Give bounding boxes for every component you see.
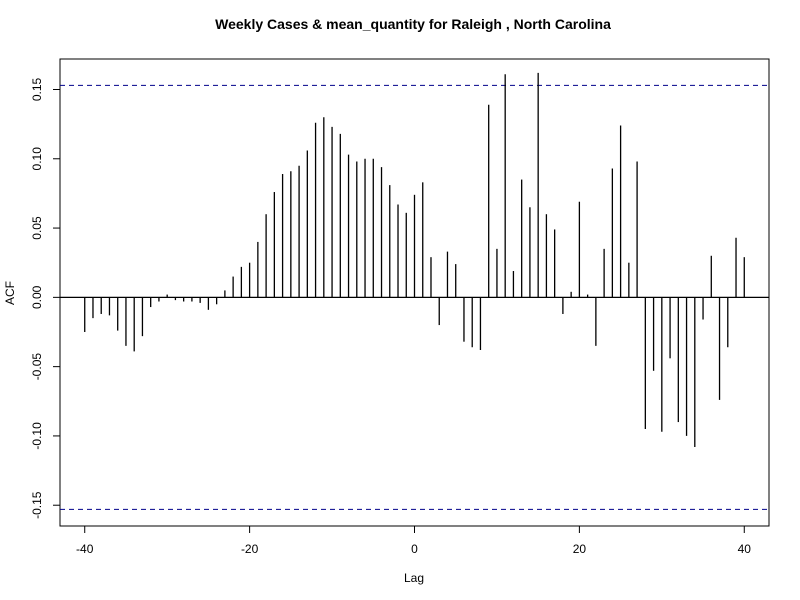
x-tick-label: 20 — [573, 542, 587, 556]
y-tick-label: 0.15 — [30, 77, 44, 101]
y-tick-label: -0.15 — [30, 491, 44, 519]
x-tick-label: 40 — [738, 542, 752, 556]
axes: -40 -20 0 20 40 -0.15 -0.10 -0.05 0.00 0.05 0.10 0.… — [30, 77, 751, 556]
chart-title: Weekly Cases & mean_quantity for Raleigh… — [215, 16, 611, 32]
y-tick-label: -0.05 — [30, 353, 44, 381]
x-tick-label: -40 — [76, 542, 94, 556]
x-axis-title: Lag — [404, 571, 424, 585]
acf-bars — [84, 72, 745, 448]
x-tick-label: -20 — [241, 542, 259, 556]
y-tick-label: 0.10 — [30, 147, 44, 171]
y-tick-label: 0.00 — [30, 285, 44, 309]
y-tick-label: -0.10 — [30, 422, 44, 450]
y-axis-title: ACF — [3, 281, 17, 305]
x-tick-label: 0 — [411, 542, 418, 556]
y-tick-label: 0.05 — [30, 216, 44, 240]
